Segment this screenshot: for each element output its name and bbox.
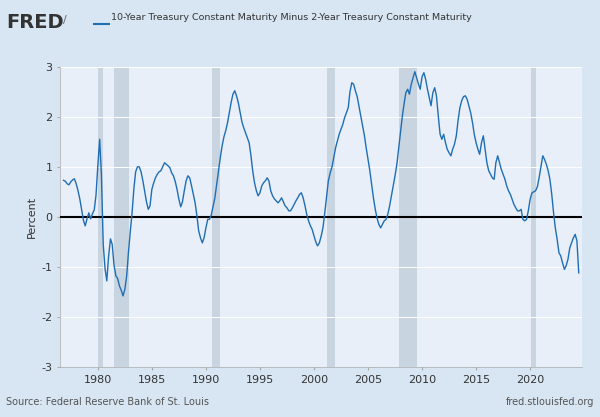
Text: Source: Federal Reserve Bank of St. Louis: Source: Federal Reserve Bank of St. Loui… xyxy=(6,397,209,407)
Text: 10-Year Treasury Constant Maturity Minus 2-Year Treasury Constant Maturity: 10-Year Treasury Constant Maturity Minus… xyxy=(111,13,472,23)
Bar xyxy=(114,67,129,367)
Bar xyxy=(400,67,416,367)
Text: FRED: FRED xyxy=(6,13,64,32)
Y-axis label: Percent: Percent xyxy=(27,196,37,238)
Bar xyxy=(531,67,536,367)
Bar xyxy=(98,67,103,367)
Text: fred.stlouisfed.org: fred.stlouisfed.org xyxy=(506,397,594,407)
Text: ∕: ∕ xyxy=(63,15,67,25)
Bar xyxy=(327,67,335,367)
Bar xyxy=(212,67,220,367)
